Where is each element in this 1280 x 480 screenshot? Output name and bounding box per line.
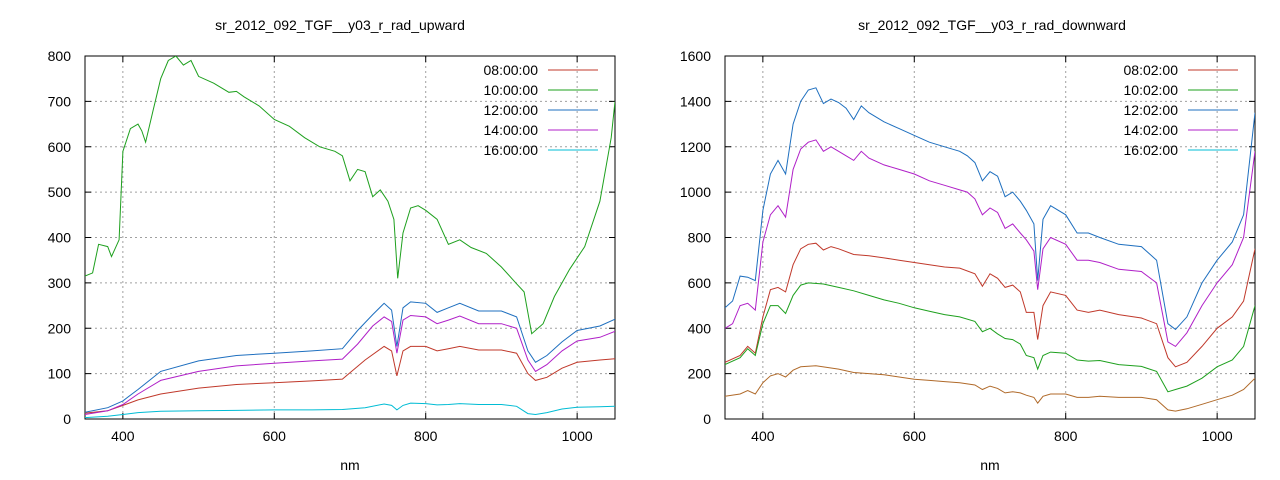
series-line [85,402,615,419]
legend-label: 16:00:00 [484,142,539,158]
legend-label: 12:00:00 [484,102,539,118]
series-line [725,365,1255,412]
x-tick-label: 800 [414,428,438,444]
y-tick-label: 0 [703,411,711,427]
y-tick-label: 700 [48,93,72,109]
x-axis-label: nm [980,457,999,473]
legend-label: 14:00:00 [484,122,539,138]
y-tick-label: 300 [48,275,72,291]
series-line [85,345,615,414]
y-tick-label: 100 [48,366,72,382]
x-tick-label: 400 [751,428,775,444]
y-tick-label: 800 [48,48,72,64]
series-line [725,139,1255,348]
y-tick-label: 1400 [680,93,711,109]
legend-label: 16:02:00 [1124,142,1179,158]
legend-label: 12:02:00 [1124,102,1179,118]
series-line [725,87,1255,331]
series-line [85,314,615,415]
x-tick-label: 400 [111,428,135,444]
y-tick-label: 200 [688,366,712,382]
y-tick-label: 800 [688,230,712,246]
chart-title: sr_2012_092_TGF__y03_r_rad_downward [858,17,1126,33]
legend-label: 08:00:00 [484,62,539,78]
x-tick-label: 600 [903,428,927,444]
y-tick-label: 1200 [680,139,711,155]
y-tick-label: 0 [63,411,71,427]
x-tick-label: 800 [1054,428,1078,444]
y-tick-label: 400 [48,230,72,246]
y-tick-label: 600 [48,139,72,155]
legend-label: 10:02:00 [1124,82,1179,98]
chart-panel-2: sr_2012_092_TGF__y03_r_rad_downward 400 60… [680,17,1256,473]
legend-label: 10:00:00 [484,82,539,98]
series-line [725,242,1255,368]
y-tick-label: 200 [48,320,72,336]
series-line [85,301,615,413]
x-tick-label: 1000 [1202,428,1233,444]
series-lines [85,56,615,419]
legend-label: 08:02:00 [1124,62,1179,78]
series-line [85,56,615,335]
y-tick-label: 1600 [680,48,711,64]
x-tick-label: 600 [263,428,287,444]
x-tick-label: 1000 [562,428,593,444]
series-lines [725,87,1255,412]
chart-panel-1: sr_2012_092_TGF__y03_r_rad_upward 400 600 8… [48,17,616,473]
y-tick-label: 600 [688,275,712,291]
y-tick-label: 1000 [680,184,711,200]
series-line [725,282,1255,393]
legend-label: 14:02:00 [1124,122,1179,138]
y-tick-label: 500 [48,184,72,200]
chart-title: sr_2012_092_TGF__y03_r_rad_upward [215,17,465,33]
y-tick-label: 400 [688,320,712,336]
x-axis-label: nm [340,457,359,473]
